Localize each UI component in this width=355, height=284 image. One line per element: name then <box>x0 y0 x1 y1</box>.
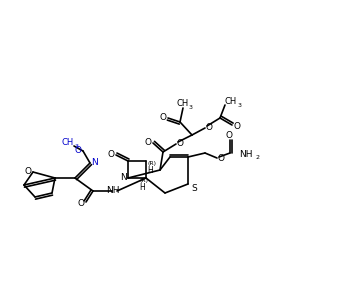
Text: O: O <box>206 122 213 131</box>
Text: S: S <box>191 183 197 193</box>
Text: CH: CH <box>225 97 237 105</box>
Text: O: O <box>159 112 166 122</box>
Text: (R): (R) <box>147 160 156 166</box>
Text: O: O <box>176 139 184 147</box>
Text: NH: NH <box>106 185 120 195</box>
Text: O: O <box>218 153 224 162</box>
Text: CH: CH <box>177 99 189 108</box>
Text: 2: 2 <box>256 154 260 160</box>
Text: O: O <box>24 166 32 176</box>
Text: 3: 3 <box>189 105 193 110</box>
Text: O: O <box>77 199 84 208</box>
Text: 3: 3 <box>238 103 242 108</box>
Text: CH: CH <box>62 137 74 147</box>
Text: (R): (R) <box>139 178 148 183</box>
Text: O: O <box>108 149 115 158</box>
Text: O: O <box>144 137 152 147</box>
Text: N: N <box>120 172 126 181</box>
Text: H: H <box>147 166 153 174</box>
Text: H: H <box>139 183 145 191</box>
Text: O: O <box>75 145 82 154</box>
Text: O: O <box>234 122 240 131</box>
Text: N: N <box>91 158 97 166</box>
Text: 3: 3 <box>75 143 79 149</box>
Text: NH: NH <box>239 149 253 158</box>
Text: O: O <box>225 131 233 139</box>
